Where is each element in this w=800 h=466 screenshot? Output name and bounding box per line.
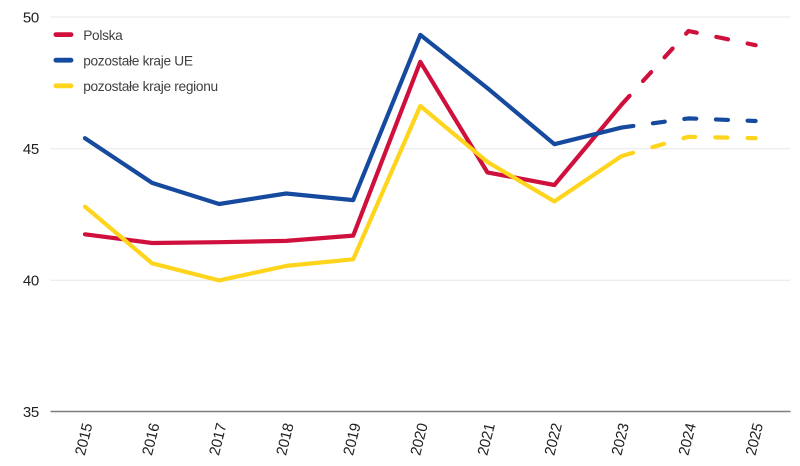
- svg-text:2021: 2021: [474, 422, 498, 458]
- svg-text:2017: 2017: [206, 422, 230, 458]
- svg-text:2016: 2016: [139, 422, 163, 458]
- svg-text:40: 40: [23, 273, 39, 290]
- svg-text:2019: 2019: [340, 422, 364, 458]
- svg-text:2020: 2020: [407, 422, 431, 458]
- svg-text:50: 50: [23, 9, 39, 26]
- svg-text:45: 45: [23, 141, 39, 158]
- svg-text:2015: 2015: [72, 422, 96, 458]
- svg-text:2022: 2022: [541, 422, 565, 458]
- svg-text:2018: 2018: [273, 422, 297, 458]
- svg-text:2025: 2025: [743, 422, 767, 458]
- svg-text:2024: 2024: [676, 422, 700, 458]
- svg-text:pozostałe kraje UE: pozostałe kraje UE: [83, 53, 193, 68]
- svg-text:35: 35: [23, 404, 39, 421]
- svg-text:pozostałe kraje regionu: pozostałe kraje regionu: [83, 79, 218, 94]
- svg-text:Polska: Polska: [83, 28, 123, 43]
- svg-text:2023: 2023: [609, 422, 633, 458]
